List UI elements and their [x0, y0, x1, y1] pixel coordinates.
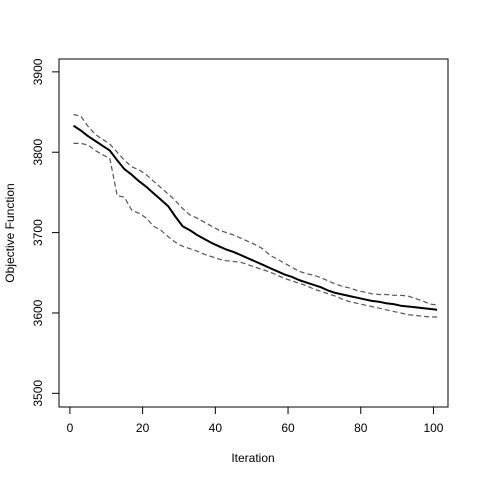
y-axis: 3500 3600 3700 3800 3900 [31, 58, 60, 407]
series-layer [72, 113, 438, 318]
x-axis: 0 20 40 60 80 100 [67, 406, 444, 435]
y-axis-label: Objective Function [3, 183, 17, 282]
x-tick-label: 80 [354, 421, 368, 435]
x-tick-label: 40 [209, 421, 223, 435]
x-tick-label: 60 [281, 421, 295, 435]
y-tick-label: 3700 [31, 219, 45, 246]
x-tick-label: 20 [136, 421, 150, 435]
x-tick-label: 0 [67, 421, 74, 435]
series-line-upper [73, 113, 438, 306]
series-line-lower [73, 142, 438, 318]
series-line-mean [72, 124, 438, 311]
y-tick-label: 3900 [31, 58, 45, 85]
y-tick-label: 3600 [31, 299, 45, 326]
x-tick-label: 100 [423, 421, 443, 435]
x-axis-label: Iteration [231, 451, 274, 465]
y-tick-label: 3500 [31, 380, 45, 407]
y-tick-label: 3800 [31, 139, 45, 166]
plot-frame [58, 58, 449, 408]
